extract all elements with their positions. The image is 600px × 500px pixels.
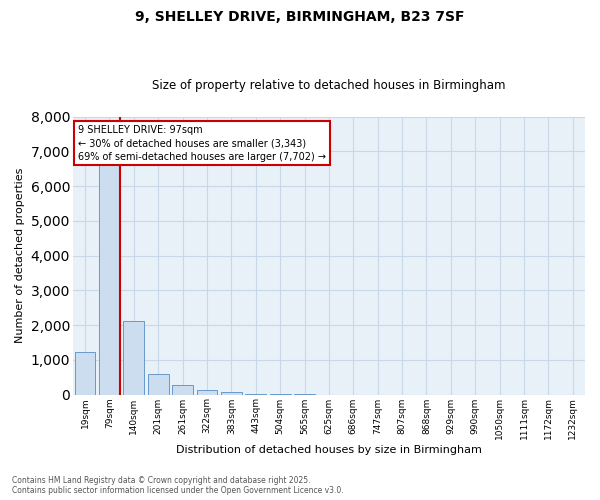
Bar bbox=[99, 161, 120, 394]
Text: 9, SHELLEY DRIVE, BIRMINGHAM, B23 7SF: 9, SHELLEY DRIVE, BIRMINGHAM, B23 7SF bbox=[135, 10, 465, 24]
Title: Size of property relative to detached houses in Birmingham: Size of property relative to detached ho… bbox=[152, 79, 506, 92]
Text: Contains HM Land Registry data © Crown copyright and database right 2025.
Contai: Contains HM Land Registry data © Crown c… bbox=[12, 476, 344, 495]
Y-axis label: Number of detached properties: Number of detached properties bbox=[15, 168, 25, 344]
Bar bbox=[197, 390, 217, 394]
Text: 9 SHELLEY DRIVE: 97sqm
← 30% of detached houses are smaller (3,343)
69% of semi-: 9 SHELLEY DRIVE: 97sqm ← 30% of detached… bbox=[78, 125, 326, 162]
Bar bbox=[74, 352, 95, 395]
Bar bbox=[124, 320, 144, 394]
Bar bbox=[148, 374, 169, 394]
Bar bbox=[221, 392, 242, 394]
X-axis label: Distribution of detached houses by size in Birmingham: Distribution of detached houses by size … bbox=[176, 445, 482, 455]
Bar bbox=[172, 385, 193, 394]
